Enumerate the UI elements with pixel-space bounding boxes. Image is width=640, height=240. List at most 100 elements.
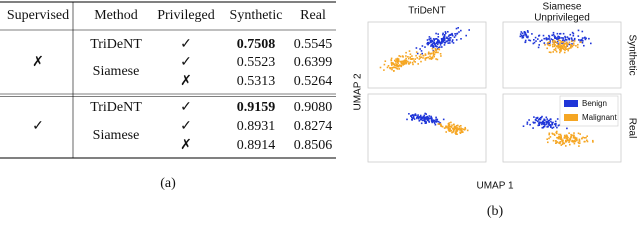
umap-point	[577, 35, 580, 37]
umap-point	[555, 38, 558, 40]
umap-point	[582, 136, 584, 139]
umap-point	[558, 43, 561, 46]
umap-point	[383, 69, 385, 71]
umap-point	[585, 136, 587, 139]
umap-point	[551, 127, 554, 129]
privileged-cell: ✗	[180, 74, 192, 89]
umap-point	[411, 116, 413, 119]
umap-point	[551, 40, 554, 43]
legend-label: Malignant	[582, 113, 617, 122]
umap-point	[394, 60, 397, 63]
umap-point	[390, 57, 393, 60]
method-cell: TriDeNT	[90, 37, 142, 52]
umap-point	[408, 50, 411, 52]
umap-point	[440, 42, 443, 44]
umap-point	[433, 42, 435, 45]
umap-point	[410, 58, 412, 60]
umap-point	[526, 121, 529, 124]
umap-point	[434, 44, 437, 47]
umap-point	[562, 41, 565, 43]
umap-point	[538, 121, 540, 124]
umap-point	[551, 34, 553, 37]
umap-point	[429, 52, 432, 55]
umap-point	[421, 52, 423, 55]
umap-point	[529, 123, 531, 126]
umap-point	[571, 140, 573, 143]
umap-point	[420, 116, 423, 118]
umap-point	[559, 137, 561, 139]
umap-point	[443, 37, 445, 39]
umap-point	[424, 53, 427, 55]
umap-point	[434, 48, 437, 50]
umap-point	[521, 37, 524, 39]
umap-point	[409, 56, 411, 58]
umap-point	[568, 47, 571, 50]
umap-point	[435, 49, 437, 52]
umap-point	[409, 53, 412, 55]
umap-point	[578, 145, 580, 147]
umap-point	[410, 58, 413, 60]
umap-point	[418, 117, 420, 120]
umap-point	[556, 118, 559, 120]
umap-point	[521, 32, 524, 35]
umap-point	[554, 40, 556, 43]
umap-point	[432, 46, 434, 49]
umap-point	[391, 68, 393, 71]
umap-point	[553, 49, 555, 51]
umap-point	[550, 126, 552, 128]
umap-point	[424, 59, 427, 61]
umap-point	[553, 133, 556, 136]
umap-point	[570, 133, 572, 136]
umap-point	[553, 39, 555, 42]
umap-point	[563, 142, 565, 145]
umap-point	[405, 62, 408, 65]
umap-point	[527, 35, 529, 38]
umap-point	[415, 54, 417, 57]
umap-panels: TriDeNT Siamese Unprivileged Synthetic R…	[353, 2, 638, 218]
umap-point	[554, 49, 557, 51]
umap-point	[424, 46, 426, 48]
umap-point	[398, 55, 400, 57]
umap-point	[586, 139, 588, 142]
umap-point	[457, 27, 459, 29]
umap-point	[554, 35, 556, 38]
umap-point	[558, 39, 560, 41]
umap-point	[405, 57, 407, 60]
umap-point	[567, 48, 570, 50]
umap-point	[592, 141, 594, 143]
umap-point	[454, 34, 457, 37]
umap-point	[557, 37, 560, 40]
umap-point	[424, 122, 427, 124]
umap-point	[390, 61, 393, 64]
umap-point	[547, 123, 550, 125]
synthetic-cell: 0.8914	[237, 138, 276, 153]
umap-point	[418, 120, 421, 122]
umap-point	[449, 37, 452, 39]
umap-point	[410, 114, 413, 117]
umap-point	[560, 44, 562, 47]
umap-point	[554, 44, 556, 47]
umap-point	[554, 125, 557, 127]
umap-point	[439, 53, 442, 55]
umap-point	[566, 48, 568, 50]
umap-point	[538, 124, 541, 126]
umap-point	[447, 37, 449, 40]
umap-point	[428, 36, 431, 38]
umap-point	[573, 44, 575, 46]
umap-point	[448, 122, 451, 124]
umap-point	[550, 38, 553, 40]
umap-point	[397, 65, 400, 68]
umap-point	[400, 62, 403, 65]
umap-point	[451, 128, 454, 130]
umap-point	[458, 125, 461, 128]
umap-point	[459, 131, 461, 134]
umap-point	[558, 124, 561, 126]
panel	[367, 21, 487, 89]
umap-point	[397, 60, 400, 62]
umap-point	[395, 67, 398, 69]
umap-point	[533, 39, 535, 41]
umap-point	[404, 61, 407, 63]
umap-point	[415, 51, 418, 53]
umap-point	[443, 35, 446, 38]
umap-point	[432, 120, 434, 122]
